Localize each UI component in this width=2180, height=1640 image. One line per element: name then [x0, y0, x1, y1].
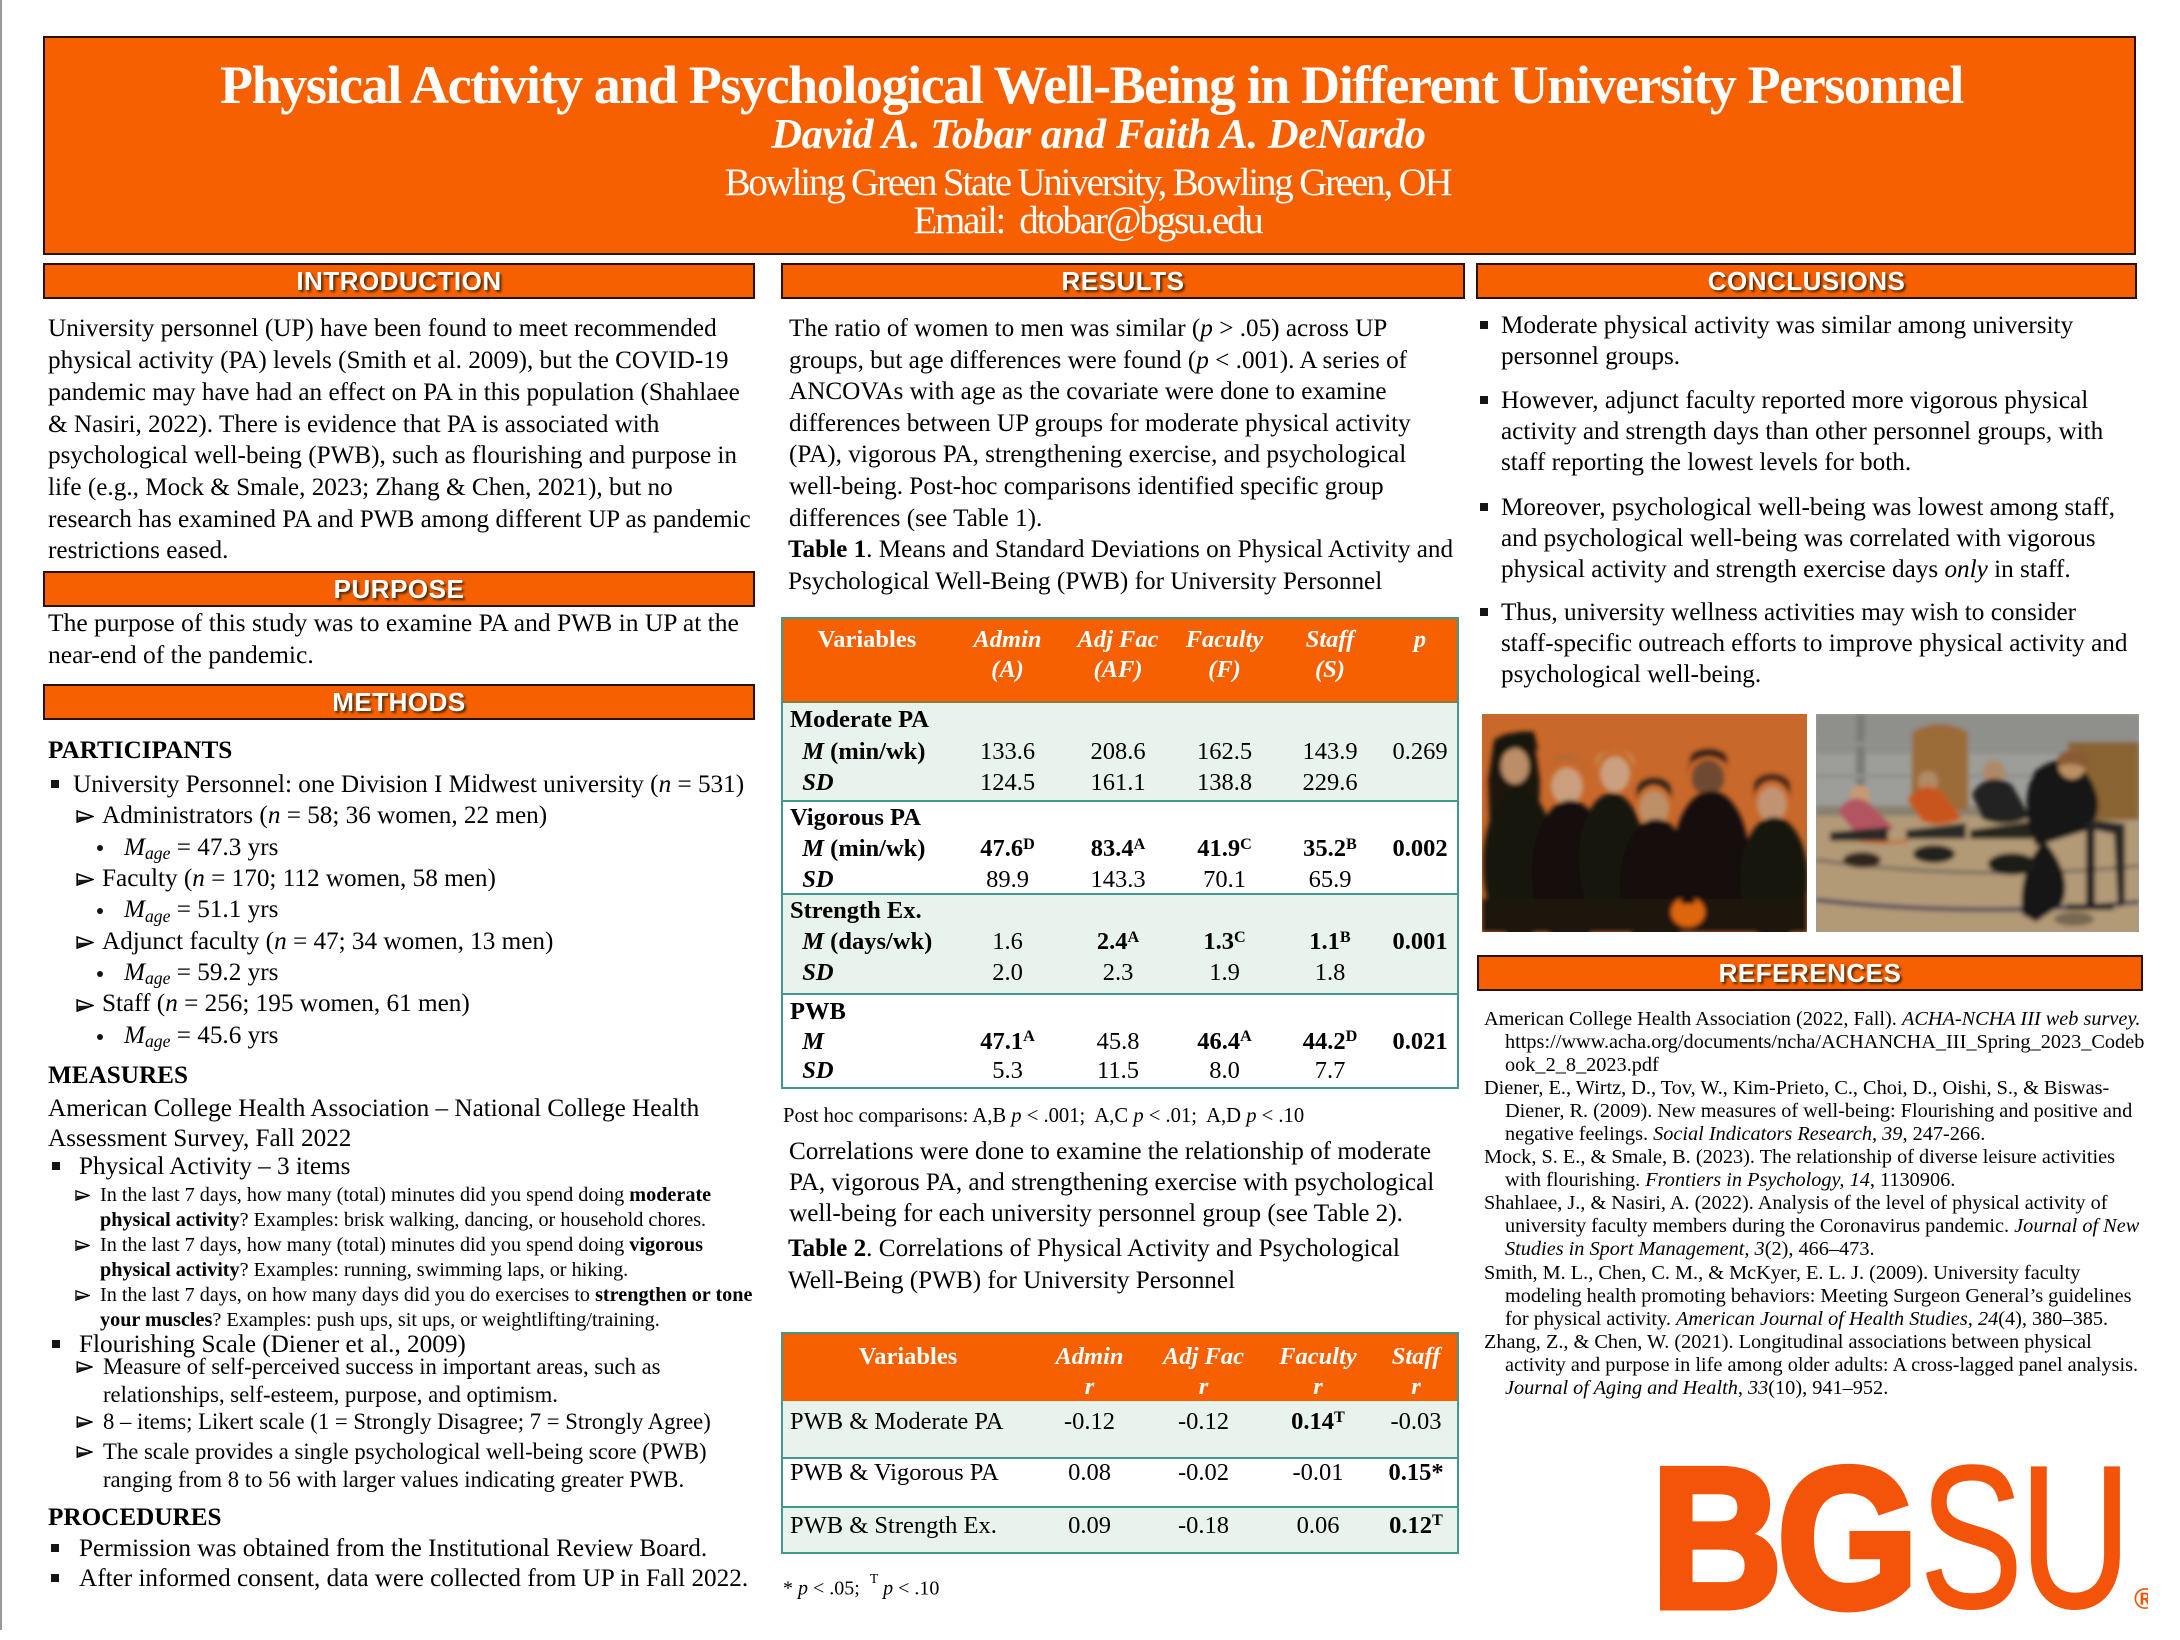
svg-text:BG: BG: [1651, 1435, 1913, 1635]
svg-text:®: ®: [2134, 1583, 2148, 1616]
svg-text:SU: SU: [1920, 1435, 2128, 1635]
